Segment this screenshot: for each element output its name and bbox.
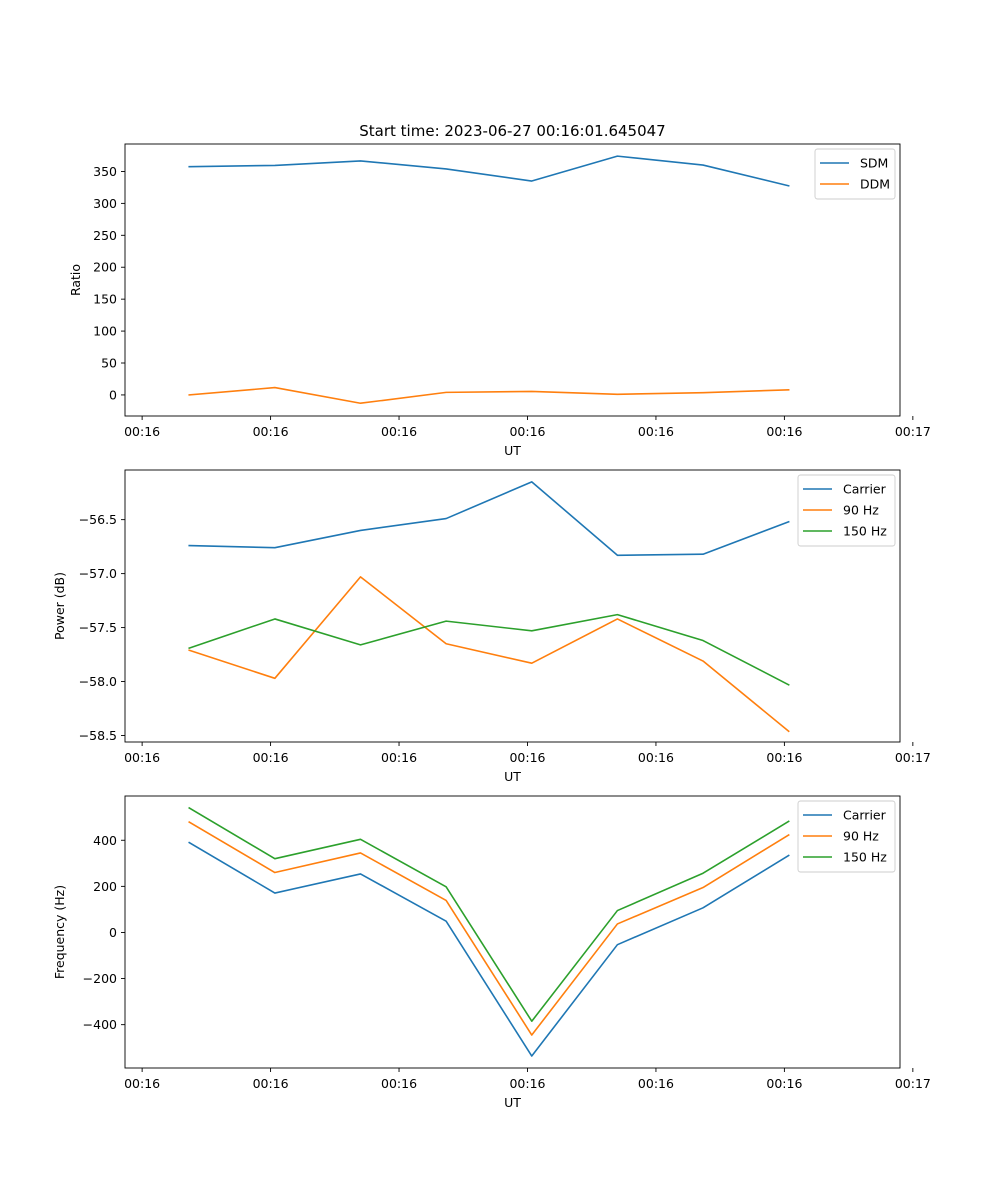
y-axis-label: Ratio bbox=[68, 264, 83, 296]
x-tick-label: 00:16 bbox=[381, 424, 417, 439]
x-tick-label: 00:17 bbox=[895, 750, 931, 765]
x-tick-label: 00:16 bbox=[124, 750, 160, 765]
legend-box bbox=[797, 474, 896, 547]
x-tick-label: 00:16 bbox=[509, 750, 545, 765]
x-tick-label: 00:16 bbox=[766, 424, 802, 439]
series-line-90-hz bbox=[188, 576, 790, 733]
x-tick-label: 00:16 bbox=[124, 1076, 160, 1091]
y-tick-label: 200 bbox=[93, 260, 117, 275]
y-tick-label: −57.0 bbox=[79, 566, 117, 581]
y-tick-label: −200 bbox=[83, 971, 117, 986]
y-tick-label: −58.0 bbox=[79, 674, 117, 689]
x-tick-label: 00:16 bbox=[638, 424, 674, 439]
y-tick-label: 100 bbox=[93, 324, 117, 339]
legend: Carrier 90 Hz 150 Hz bbox=[797, 474, 896, 547]
y-tick-label: 50 bbox=[101, 356, 117, 371]
y-tick-label: 250 bbox=[93, 228, 117, 243]
y-tick-label: −56.5 bbox=[79, 512, 117, 527]
legend-box bbox=[814, 148, 896, 200]
x-tick-label: 00:16 bbox=[253, 750, 289, 765]
y-tick-label: 300 bbox=[93, 196, 117, 211]
y-axis-label: Power (dB) bbox=[52, 572, 67, 640]
series-line-150-hz bbox=[188, 806, 790, 1023]
x-axis-label: UT bbox=[504, 769, 521, 784]
y-tick-label: 200 bbox=[93, 879, 117, 894]
legend-label: DDM bbox=[860, 177, 890, 192]
series-line-ddm bbox=[188, 386, 790, 405]
series-line-carrier bbox=[188, 841, 790, 1057]
y-tick-label: 0 bbox=[109, 925, 117, 940]
y-tick-label: 350 bbox=[93, 164, 117, 179]
legend: SDM DDM bbox=[814, 148, 896, 200]
series-line-sdm bbox=[188, 155, 790, 187]
figure-title: Start time: 2023-06-27 00:16:01.645047 bbox=[359, 122, 665, 140]
y-tick-label: 150 bbox=[93, 292, 117, 307]
chart-panel-2: 00:16 00:16 00:16 00:16 00:16 00:16 00:17 −58.5… bbox=[52, 469, 931, 784]
series-line-90-hz bbox=[188, 820, 790, 1036]
legend-box bbox=[797, 800, 896, 873]
x-axis-label: UT bbox=[504, 1095, 521, 1110]
series-line-carrier bbox=[188, 481, 790, 557]
axes-frame bbox=[124, 143, 901, 417]
x-tick-label: 00:17 bbox=[895, 424, 931, 439]
chart-panel-1: 00:16 00:16 00:16 00:16 00:16 00:16 00:17 0 50 10… bbox=[68, 143, 931, 458]
x-tick-label: 00:16 bbox=[253, 1076, 289, 1091]
series-line-150-hz bbox=[188, 613, 790, 686]
y-tick-label: −57.5 bbox=[79, 620, 117, 635]
legend-label: Carrier bbox=[843, 808, 887, 823]
y-tick-label: −58.5 bbox=[79, 728, 117, 743]
panels: 00:16 00:16 00:16 00:16 00:16 00:16 00:17 0 50 10… bbox=[52, 143, 931, 1110]
axes-frame bbox=[124, 795, 901, 1069]
y-tick-label: 0 bbox=[109, 387, 117, 402]
x-tick-label: 00:16 bbox=[766, 750, 802, 765]
x-tick-label: 00:16 bbox=[124, 424, 160, 439]
y-tick-label: 400 bbox=[93, 833, 117, 848]
x-axis-label: UT bbox=[504, 443, 521, 458]
axes-frame bbox=[124, 469, 901, 743]
x-tick-label: 00:16 bbox=[638, 750, 674, 765]
y-axis-label: Frequency (Hz) bbox=[52, 885, 67, 979]
x-tick-label: 00:16 bbox=[509, 1076, 545, 1091]
legend-label: 150 Hz bbox=[843, 524, 887, 539]
legend-label: SDM bbox=[860, 156, 888, 171]
x-tick-label: 00:16 bbox=[253, 424, 289, 439]
chart-panel-3: 00:16 00:16 00:16 00:16 00:16 00:16 00:17 −400 −… bbox=[52, 795, 931, 1110]
legend-label: 150 Hz bbox=[843, 850, 887, 865]
y-tick-label: −400 bbox=[83, 1017, 117, 1032]
x-tick-label: 00:16 bbox=[638, 1076, 674, 1091]
x-tick-label: 00:17 bbox=[895, 1076, 931, 1091]
x-tick-label: 00:16 bbox=[381, 750, 417, 765]
x-tick-label: 00:16 bbox=[766, 1076, 802, 1091]
legend: Carrier 90 Hz 150 Hz bbox=[797, 800, 896, 873]
legend-label: 90 Hz bbox=[843, 503, 879, 518]
x-tick-label: 00:16 bbox=[509, 424, 545, 439]
x-tick-label: 00:16 bbox=[381, 1076, 417, 1091]
legend-label: Carrier bbox=[843, 482, 887, 497]
legend-label: 90 Hz bbox=[843, 829, 879, 844]
